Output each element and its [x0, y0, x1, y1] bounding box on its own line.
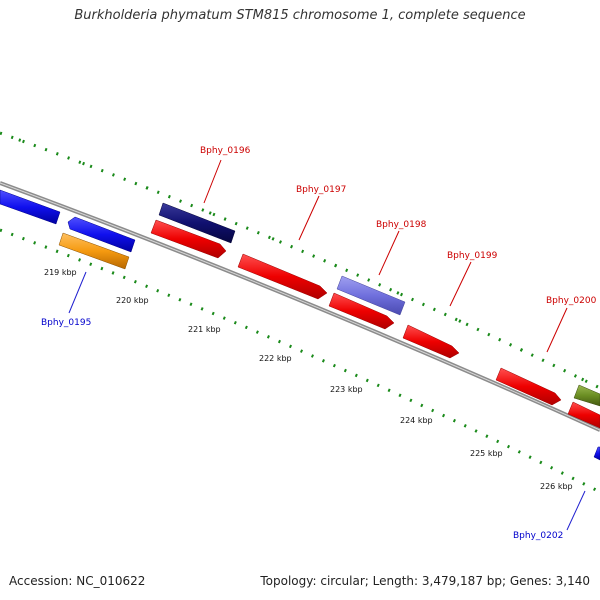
gene-bphy-0200[interactable] [495, 367, 562, 406]
tick-label-221: 221 kbp [188, 325, 221, 334]
map-title: Burkholderia phymatum STM815 chromosome … [74, 8, 526, 23]
topology-text: Topology: circular; Length: 3,479,187 bp… [260, 574, 590, 588]
gene-olive-edge[interactable] [573, 384, 600, 407]
chromosome-backbone [0, 181, 600, 432]
gene-bphy-0199[interactable] [402, 324, 460, 359]
outer-ruler [0, 131, 600, 390]
leader-bphy-0198 [378, 230, 400, 276]
gene-bphy-0198[interactable] [328, 292, 395, 330]
label-bphy-0200: Bphy_0200 [546, 296, 597, 306]
leader-bphy-0202 [566, 490, 586, 531]
leader-bphy-0199 [449, 261, 472, 307]
gene-bphy-0196[interactable] [150, 219, 227, 259]
leader-bphy-0195 [68, 271, 87, 314]
gene-blue-2[interactable] [67, 216, 136, 253]
label-bphy-0202: Bphy_0202 [513, 531, 563, 541]
label-bphy-0195: Bphy_0195 [41, 318, 91, 328]
tick-label-223: 223 kbp [330, 385, 363, 394]
outer-ruler-major-ticks [0, 131, 600, 390]
tick-label-220: 220 kbp [116, 296, 149, 305]
chromosome-backbone-highlight [0, 182, 600, 431]
gene-purple[interactable] [336, 275, 406, 316]
gene-bphy-0197[interactable] [237, 253, 328, 300]
gene-navy[interactable] [158, 202, 236, 244]
label-bphy-0196: Bphy_0196 [200, 146, 251, 156]
label-bphy-0197: Bphy_0197 [296, 185, 346, 195]
tick-label-222: 222 kbp [259, 354, 292, 363]
gene-blue-left[interactable] [0, 189, 61, 225]
tick-label-219: 219 kbp [44, 268, 77, 277]
gene-red-edge[interactable] [567, 401, 600, 429]
label-bphy-0198: Bphy_0198 [376, 220, 427, 230]
tick-label-226: 226 kbp [540, 482, 573, 491]
leader-bphy-0196 [203, 159, 222, 204]
leader-bphy-0200 [546, 307, 568, 353]
gene-bphy-0202[interactable] [593, 446, 600, 461]
gene-bphy-0195[interactable] [58, 232, 130, 270]
tick-label-224: 224 kbp [400, 416, 433, 425]
label-bphy-0199: Bphy_0199 [447, 251, 498, 261]
leader-bphy-0197 [298, 195, 320, 241]
tick-label-225: 225 kbp [470, 449, 503, 458]
accession-text: Accession: NC_010622 [9, 574, 146, 588]
inner-ruler [0, 228, 600, 494]
